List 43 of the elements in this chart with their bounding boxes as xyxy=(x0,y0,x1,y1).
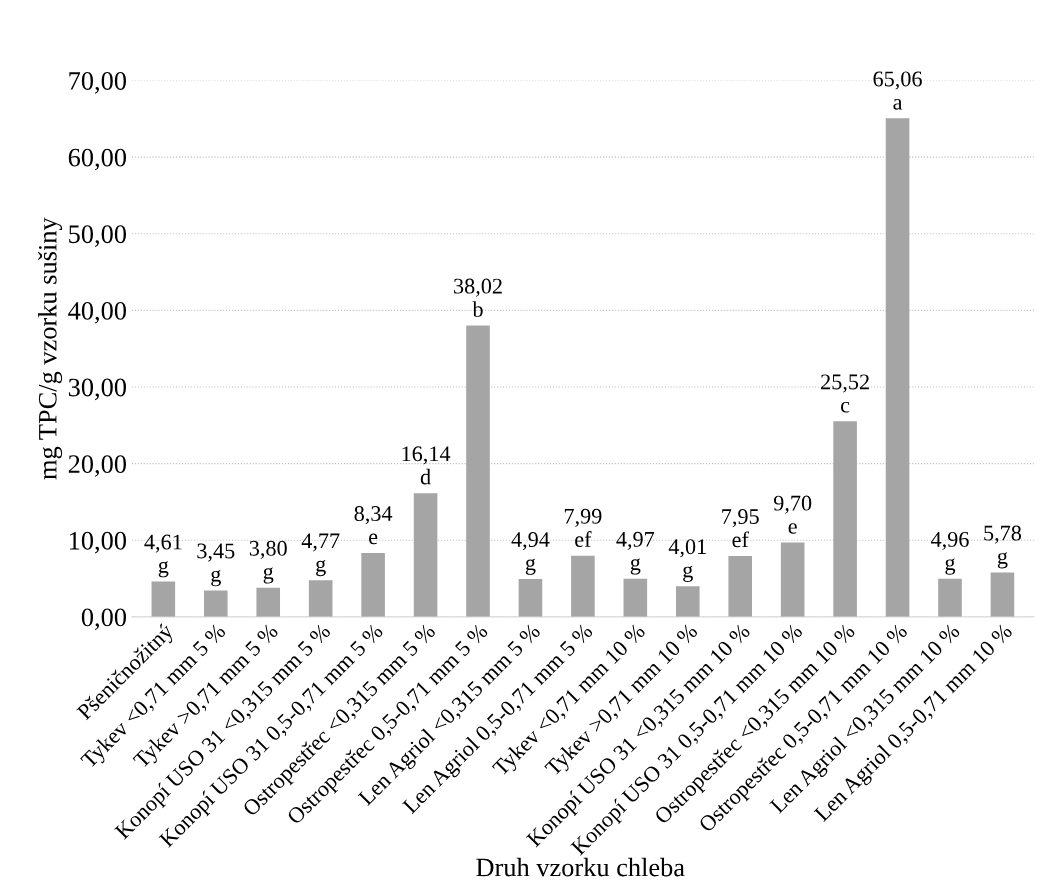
bar xyxy=(675,586,700,617)
bar xyxy=(413,493,438,617)
y-tick-label: 60,00 xyxy=(68,148,127,171)
data-label: 4,94 g xyxy=(511,532,550,575)
bar xyxy=(728,555,753,617)
x-axis-title: Druh vzorku chleba xyxy=(476,857,685,877)
y-tick-label: 10,00 xyxy=(69,531,127,554)
bar xyxy=(571,555,595,617)
bar xyxy=(780,542,805,617)
y-tick-label: 40,00 xyxy=(68,301,127,324)
data-label: 8,34 e xyxy=(354,506,393,545)
y-tick-label: 70,00 xyxy=(69,72,127,94)
data-label: 5,78 g xyxy=(984,525,1022,569)
bar xyxy=(938,578,962,617)
data-label: 3,80 g xyxy=(249,540,287,584)
bar xyxy=(361,552,385,617)
bar xyxy=(466,325,490,617)
y-tick-label: 20,00 xyxy=(68,455,127,477)
data-label: 16,14 d xyxy=(402,446,451,485)
data-label: 4,61 g xyxy=(144,534,182,578)
data-label: 4,01 g xyxy=(668,539,706,582)
y-tick-label: 30,00 xyxy=(68,378,127,401)
data-label: 7,95 ef xyxy=(722,509,759,548)
data-label: 38,02 b xyxy=(454,278,502,317)
bar xyxy=(990,572,1015,617)
bar xyxy=(623,578,648,617)
y-tick-label: 50,00 xyxy=(69,225,127,247)
bar xyxy=(833,421,857,617)
data-label: 4,97 g xyxy=(616,531,655,575)
data-label: 4,96 g xyxy=(930,531,969,575)
data-label: 65,06 a xyxy=(873,71,922,110)
bar xyxy=(518,579,543,617)
bar xyxy=(151,581,176,617)
y-axis-title: mg TPC/g vzorku sušiny xyxy=(38,217,63,480)
data-label: 4,77 g xyxy=(301,533,340,577)
data-label: 7,99 ef xyxy=(564,508,602,547)
bar xyxy=(256,587,281,617)
data-label: 25,52 c xyxy=(821,374,869,413)
data-label: 9,70 e xyxy=(773,495,812,534)
bar xyxy=(308,580,333,617)
bar xyxy=(885,118,910,617)
data-label: 3,45 g xyxy=(197,543,235,587)
bar xyxy=(203,590,228,617)
